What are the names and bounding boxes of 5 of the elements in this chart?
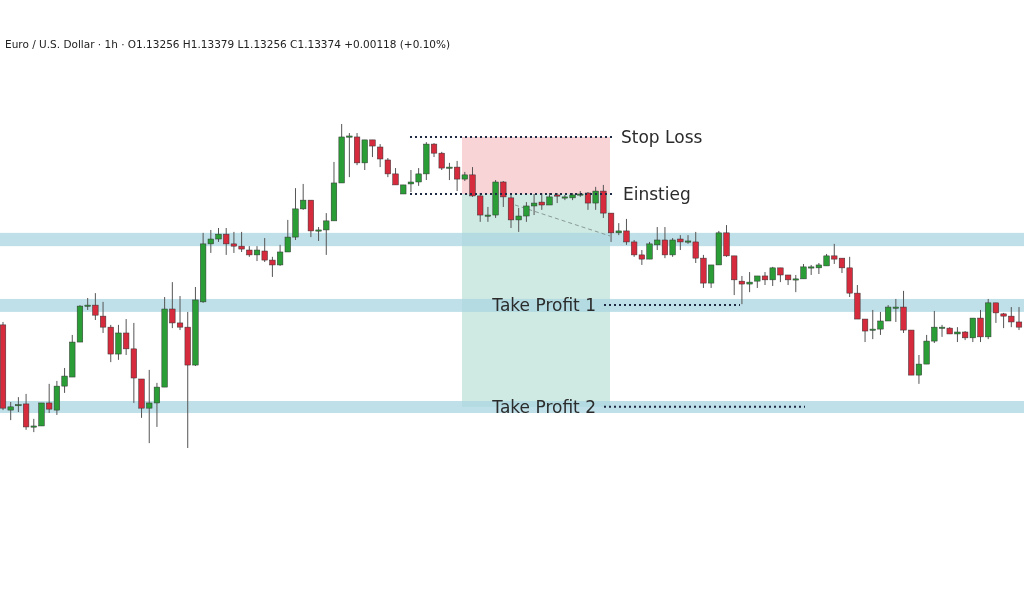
ref-line-label: Stop Loss [621,126,703,147]
ref-line-label: Take Profit 1 [491,295,596,316]
ref-line-label: Take Profit 2 [491,396,596,417]
ref-line-label: Einstieg [623,183,691,204]
chart-title: Euro / U.S. Dollar · 1h · O1.13256 H1.13379 L1.13256 C1.13374 +0.00118 (+0.10%) [5,38,451,50]
